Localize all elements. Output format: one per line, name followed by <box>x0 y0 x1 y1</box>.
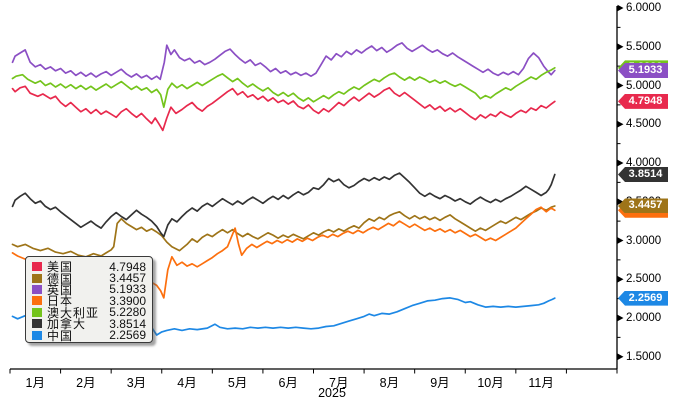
x-axis-month-label: 6月 <box>278 376 298 390</box>
series-line-德国 <box>11 205 556 258</box>
legend-row-日本[interactable]: 日本 3.3900 <box>32 293 146 309</box>
legend-row-中国[interactable]: 中国 2.2569 <box>32 328 146 343</box>
x-axis-month-label: 9月 <box>430 376 450 390</box>
x-axis-month-label: 10月 <box>477 376 504 390</box>
legend-row-英国[interactable]: 英国 5.1933 <box>32 282 146 297</box>
legend-series-value: 3.3900 <box>109 293 146 308</box>
x-axis-month-label: 8月 <box>379 376 400 390</box>
legend-series-name: 美国 <box>47 260 74 275</box>
legend-swatch-icon <box>32 296 42 306</box>
legend-row-加拿大[interactable]: 加拿大 3.8514 <box>32 316 146 332</box>
x-axis-month-label: 1月 <box>25 376 46 390</box>
legend-swatch-icon <box>32 307 42 317</box>
series-line-美国 <box>11 85 556 132</box>
y-axis-tick-label: 1.5000 <box>626 350 662 363</box>
legend-series-value: 2.2569 <box>109 328 146 343</box>
x-axis-month-label: 4月 <box>177 376 197 390</box>
x-axis-month-label: 2月 <box>76 376 96 390</box>
last-value-badge-加拿大: 3.8514 <box>618 167 668 183</box>
legend-swatch-icon <box>32 330 42 340</box>
legend-series-value: 3.8514 <box>109 316 146 331</box>
x-axis-month-label: 7月 <box>329 376 349 390</box>
y-axis-tick-label: 2.5000 <box>626 273 662 286</box>
last-value-badge-德国: 3.4457 <box>618 198 668 214</box>
legend-row-德国[interactable]: 德国 3.4457 <box>32 271 146 286</box>
y-axis-tick-label: 5.0000 <box>626 79 662 92</box>
y-axis-tick-label: 4.0000 <box>626 157 662 169</box>
y-axis-tick-label: 2.0000 <box>626 312 662 324</box>
x-axis-year-label: 2025 <box>318 386 346 400</box>
legend-series-name: 日本 <box>47 294 74 309</box>
x-axis-month-label: 11月 <box>528 376 554 390</box>
last-value-badge-英国: 5.1933 <box>618 63 668 79</box>
x-axis-month-label: 3月 <box>126 376 147 390</box>
last-value-badge-中国: 2.2569 <box>618 290 668 306</box>
legend-swatch-icon <box>32 262 42 272</box>
legend-series-name: 加拿大 <box>47 317 87 332</box>
legend-series-value: 4.7948 <box>109 259 146 274</box>
legend-series-name: 澳大利亚 <box>47 305 100 320</box>
legend-series-value: 5.1933 <box>109 282 146 297</box>
y-axis-tick-label: 4.5000 <box>626 118 662 131</box>
legend-series-name: 英国 <box>47 282 74 297</box>
y-axis-tick-label: 6.0000 <box>626 2 662 14</box>
legend-row-澳大利亚[interactable]: 澳大利亚 5.2280 <box>32 305 146 320</box>
legend-series-name: 中国 <box>47 328 74 343</box>
y-axis-tick-label: 3.0000 <box>626 234 662 247</box>
legend-series-value: 5.2280 <box>109 305 146 320</box>
legend-swatch-icon <box>32 273 42 283</box>
y-axis-tick-label: 5.5000 <box>626 40 662 53</box>
series-line-英国 <box>11 42 556 81</box>
series-line-加拿大 <box>11 172 556 238</box>
legend-series-value: 3.4457 <box>109 271 146 286</box>
legend-box: 美国 4.7948 德国 3.4457 英国 5.1933 日本 3.3900 澳大利亚 5.22… <box>25 256 153 343</box>
x-axis-month-label: 5月 <box>227 376 248 390</box>
legend-swatch-icon <box>32 319 42 329</box>
legend-swatch-icon <box>32 284 42 294</box>
legend-series-name: 德国 <box>47 271 74 286</box>
legend-row-美国[interactable]: 美国 4.7948 <box>32 259 146 275</box>
last-value-badge-美国: 4.7948 <box>618 93 668 109</box>
series-line-澳大利亚 <box>11 66 556 109</box>
